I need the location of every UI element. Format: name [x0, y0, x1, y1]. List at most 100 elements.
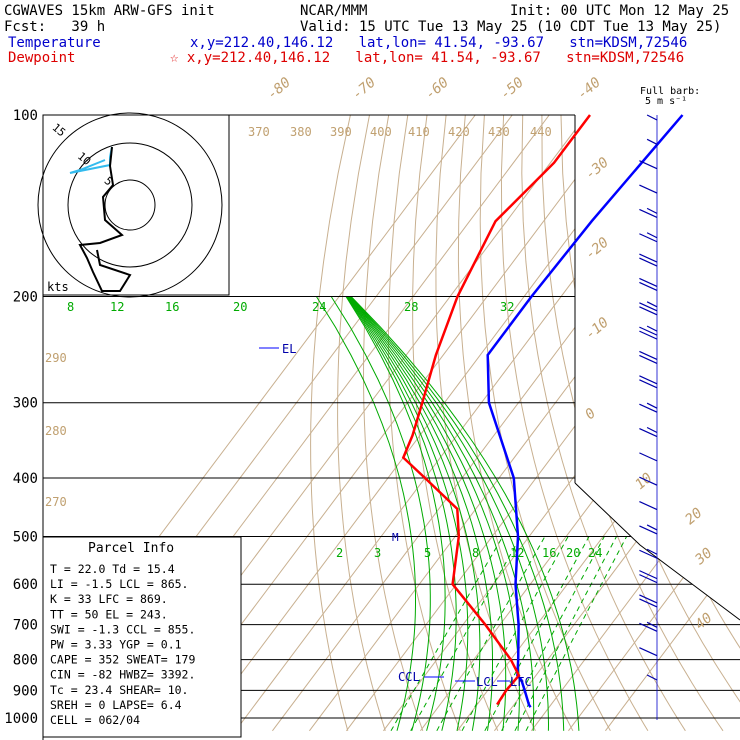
wind-barb: [639, 452, 658, 462]
temperature-profile: [486, 114, 684, 708]
parcel-info-title: Parcel Info: [88, 541, 174, 556]
moist-adiabat: [349, 296, 550, 731]
agency-label: NCAR/MMM: [300, 3, 367, 19]
wind-barb: [639, 301, 658, 316]
pressure-label-200: 200: [13, 290, 38, 306]
moist-adiabat: [350, 296, 565, 731]
wind-barb: [639, 350, 658, 365]
wind-barb: [639, 277, 658, 291]
mixing-ratio-label: 20: [566, 546, 580, 560]
mixing-ratio-label: 5: [424, 546, 431, 560]
el-label: EL: [282, 342, 296, 356]
wind-barb: [639, 501, 658, 511]
isotherm-label: -80: [264, 75, 294, 104]
pressure-label-300: 300: [13, 396, 38, 412]
isotherm: [235, 115, 698, 732]
isotherm-label: -70: [349, 75, 379, 104]
theta-label: 290: [45, 351, 67, 365]
ccl-label: CCL: [398, 670, 420, 684]
thetae-label: 28: [404, 300, 418, 314]
dewpoint-legend: Dewpoint: [8, 50, 75, 66]
wind-barb: [639, 325, 658, 340]
parcel-info-panel: Parcel Info T = 22.0 Td = 15.4LI = -1.5 …: [42, 536, 242, 738]
mixing-ratio-line: [484, 536, 590, 732]
moist-adiabat: [350, 296, 580, 731]
dry-adiabat: [560, 115, 740, 732]
theta-label: 280: [45, 424, 67, 438]
moist-adiabat: [346, 296, 457, 731]
hodo-ring-10: [67, 142, 193, 268]
parcel-info-row: T = 22.0 Td = 15.4: [50, 562, 175, 576]
wind-barb: [639, 594, 658, 608]
dry-adiabat: [500, 115, 649, 732]
hodograph: 15 10 5 kts: [37, 112, 230, 298]
thermo-grid: [43, 115, 740, 732]
moist-adiabat: [346, 296, 469, 731]
isotherm-label: 40: [692, 610, 715, 633]
pressure-label-500: 500: [13, 529, 38, 545]
theta-label: 440: [530, 125, 552, 139]
isotherm-label: 20: [682, 505, 705, 528]
theta-label: 420: [448, 125, 470, 139]
isotherm: [494, 115, 740, 732]
dry-adiabat: [598, 115, 740, 732]
mixing-ratio-label: 16: [542, 546, 556, 560]
thetae-label: 12: [110, 300, 124, 314]
mixing-ratio-line: [410, 536, 522, 732]
lcl-label: LCL: [476, 675, 498, 689]
parcel-info-row: PW = 3.33 YGP = 0.1: [50, 638, 182, 652]
dry-adiabat: [541, 115, 724, 732]
thetae-label: 20: [233, 300, 247, 314]
wind-barb: [646, 674, 658, 681]
thetae-label: 24: [312, 300, 326, 314]
dry-adiabat: [435, 115, 536, 732]
theta-label: 410: [408, 125, 430, 139]
moist-adiabat: [349, 296, 535, 731]
pressure-label-900: 900: [13, 683, 38, 699]
dry-adiabat: [310, 115, 351, 731]
parcel-info-row: CELL = 062/04: [50, 713, 140, 727]
dry-adiabat: [479, 115, 611, 732]
dry-adiabat: [656, 115, 740, 732]
wind-barb: [639, 184, 658, 194]
wind-barb: [639, 232, 658, 243]
isotherm-label: -40: [574, 75, 604, 104]
theta-label: 380: [290, 125, 312, 139]
parcel-info-row: CAPE = 352 SWEAT= 179: [50, 653, 195, 667]
isotherm: [568, 115, 740, 732]
isotherm-label: -30: [582, 155, 612, 184]
temperature-location-info: x,y=212.40,146.12 lat,lon= 41.54, -93.67…: [190, 35, 687, 51]
wind-barb: [639, 402, 658, 413]
dry-adiabat: [457, 115, 574, 732]
isotherm-label: -60: [422, 75, 452, 104]
mixing-ratio-label: 24: [588, 546, 602, 560]
pressure-label-700: 700: [13, 618, 38, 634]
dry-adiabat: [713, 115, 740, 732]
hodo-unit: kts: [47, 280, 69, 294]
wind-barb: [639, 524, 658, 535]
pressure-label-100: 100: [13, 108, 38, 124]
isotherm: [531, 115, 740, 732]
isotherm-label: 30: [692, 545, 716, 569]
isotherm-label: -50: [497, 75, 527, 104]
wind-barb: [639, 253, 658, 267]
dry-adiabat: [694, 115, 740, 732]
model-title: CGWAVES 15km ARW-GFS init: [4, 3, 215, 19]
moist-adiabat: [347, 296, 481, 731]
m-label: M: [392, 531, 399, 544]
wind-barb: [639, 548, 658, 559]
dewpoint-location-info: ☆ x,y=212.40,146.12 lat,lon= 41.54, -93.…: [170, 50, 684, 66]
dry-adiabat: [521, 115, 686, 732]
isotherm-label: -10: [582, 315, 612, 344]
moist-adiabat: [315, 296, 416, 731]
moist-adiabat: [330, 296, 431, 731]
lfc-label: LFC: [510, 675, 532, 689]
parcel-info-row: LI = -1.5 LCL = 865.: [50, 577, 188, 591]
theta-label: 390: [330, 125, 352, 139]
barb-legend-line2: 5 m s⁻¹: [645, 96, 687, 107]
wind-barb: [639, 647, 658, 657]
parcel-info-row: Tc = 23.4 SHEAR= 10.: [50, 683, 188, 697]
hodo-trace-lower: [78, 146, 132, 292]
init-time: Init: 00 UTC Mon 12 May 25: [510, 3, 729, 19]
